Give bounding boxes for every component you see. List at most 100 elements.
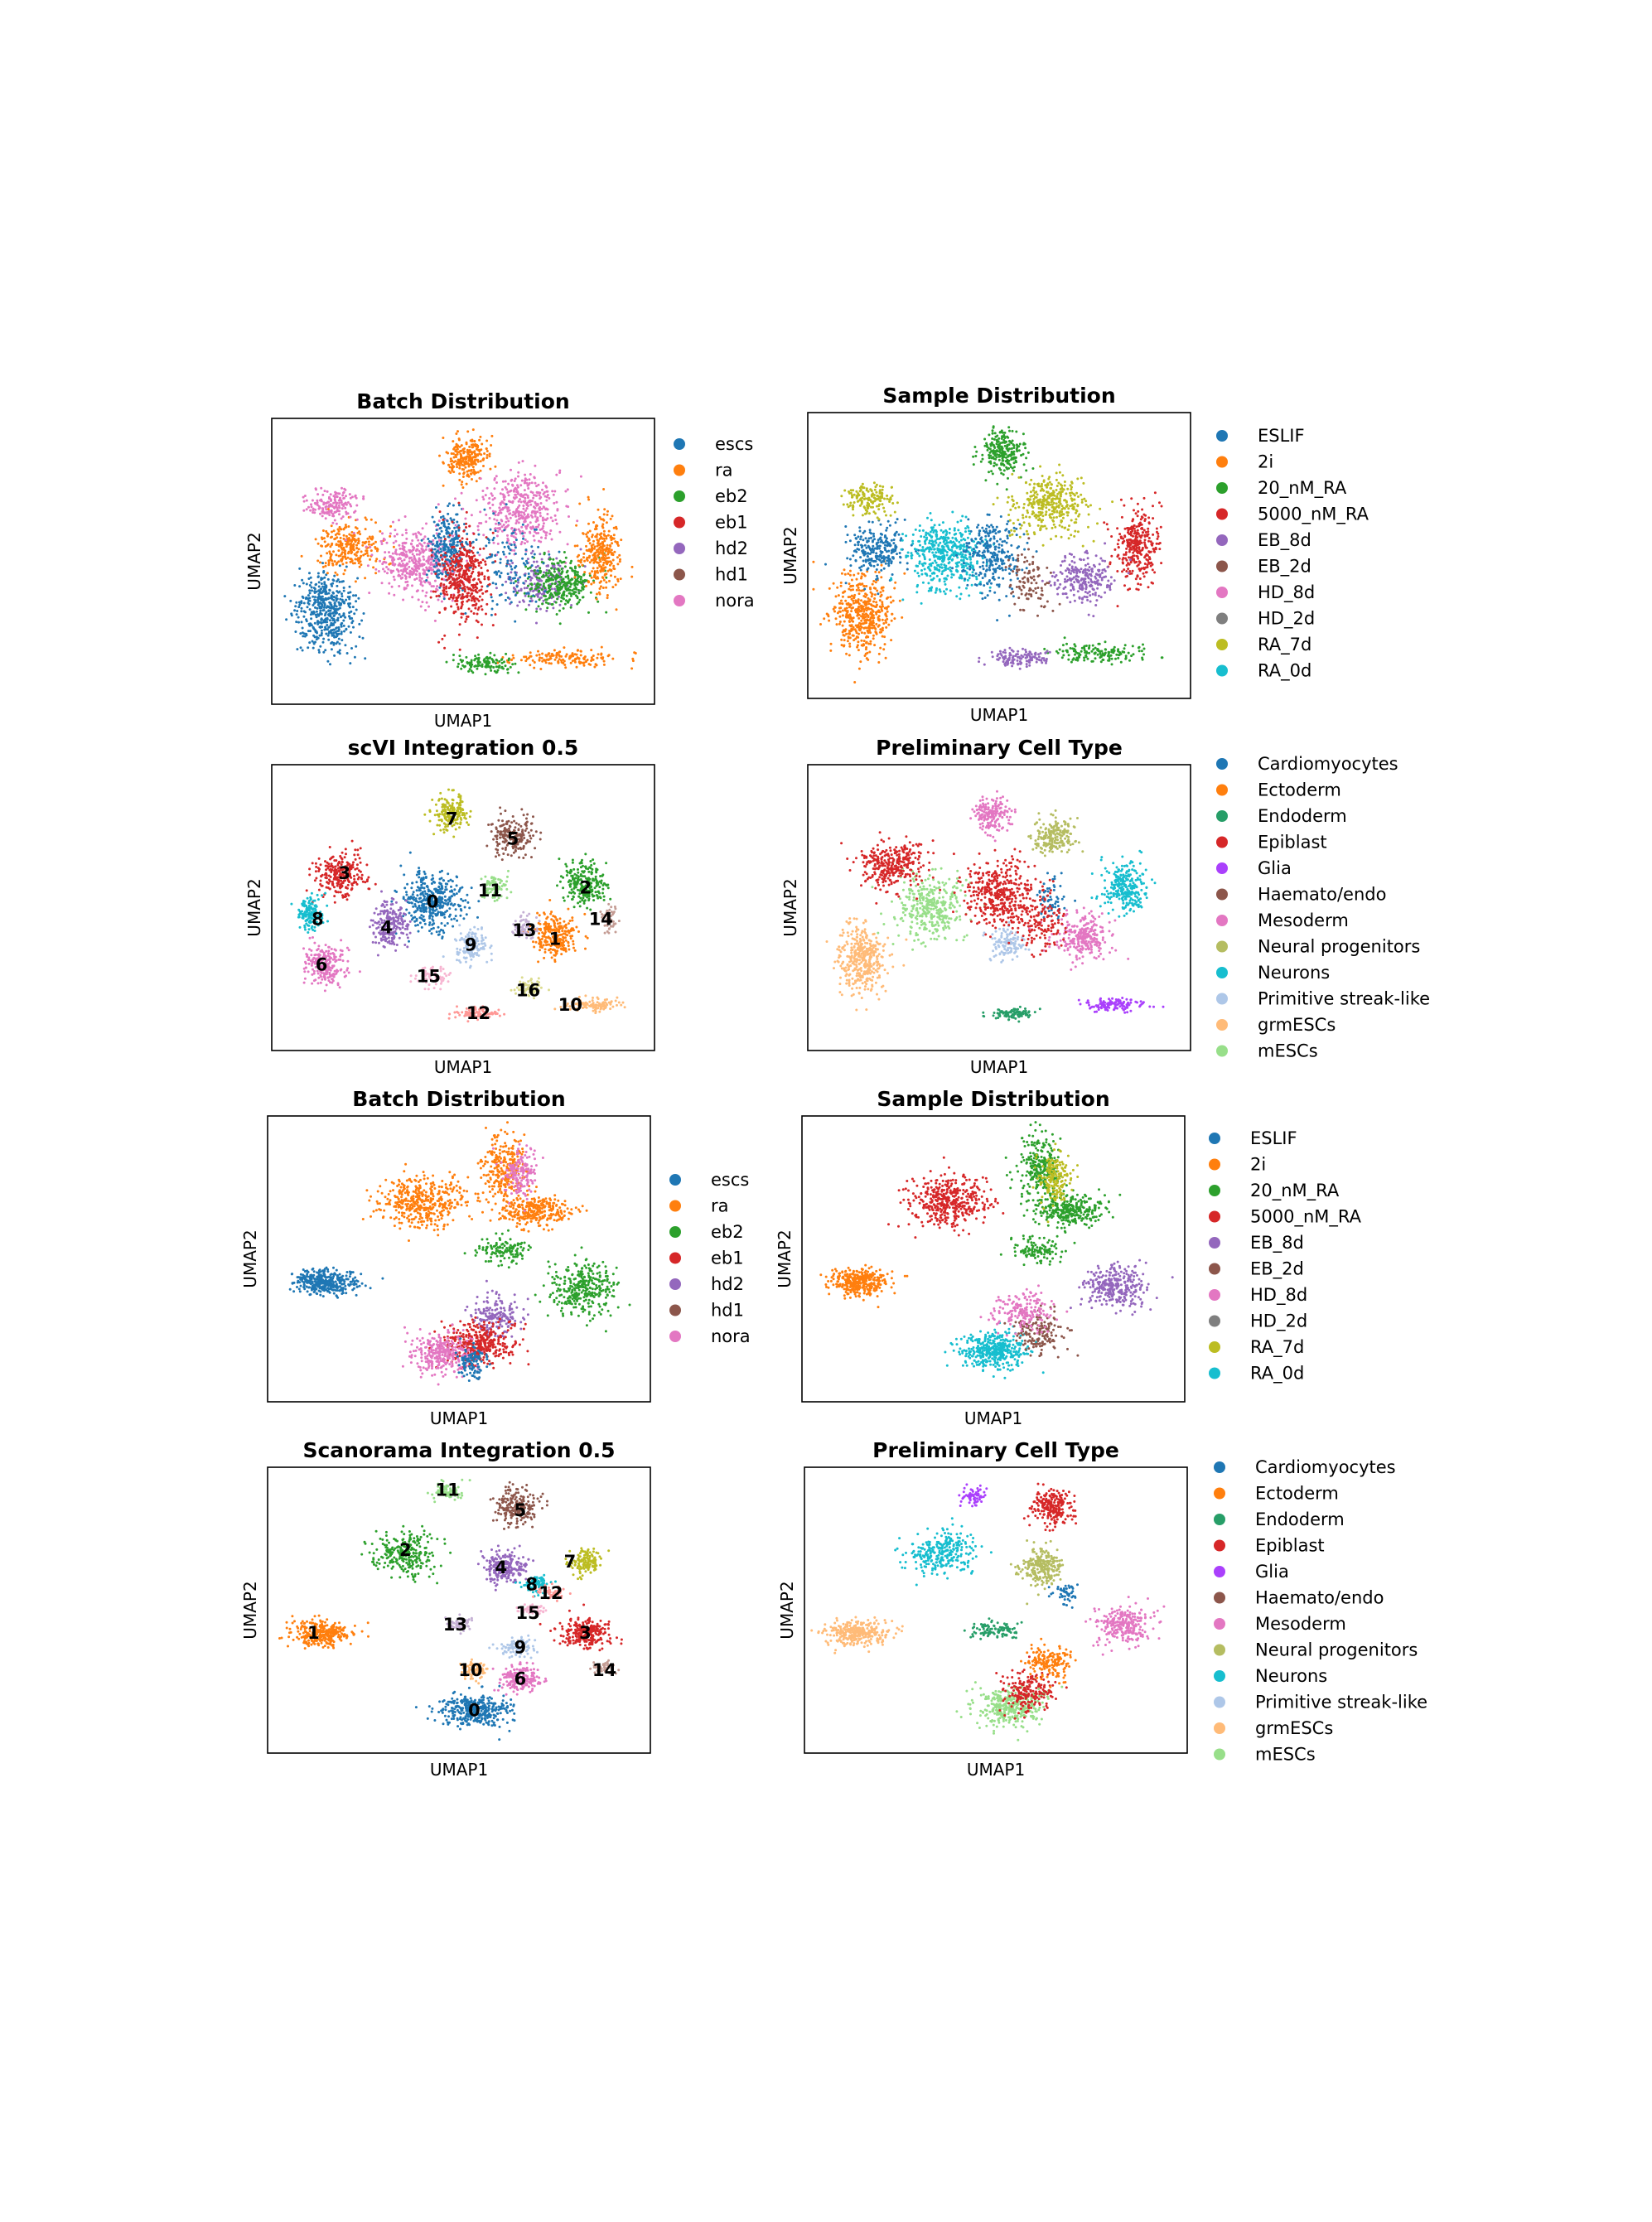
scatter-point — [484, 563, 487, 566]
scatter-point — [576, 571, 579, 574]
scatter-point — [508, 500, 510, 503]
scatter-point — [498, 659, 501, 663]
scatter-point — [460, 667, 463, 670]
scatter-point — [425, 568, 428, 572]
scatter-point — [326, 508, 330, 510]
scatter-point — [871, 621, 874, 624]
scatter-point — [857, 548, 861, 551]
scatter-point — [603, 508, 606, 511]
scatter-point — [850, 578, 853, 582]
scatter-point — [331, 521, 335, 524]
scatter-point — [561, 570, 564, 573]
scatter-point — [525, 481, 529, 485]
scatter-point — [312, 587, 316, 590]
scatter-point — [319, 595, 321, 598]
scatter-point — [391, 552, 394, 555]
scatter-point — [316, 542, 320, 545]
scatter-point — [931, 540, 935, 543]
scatter-point — [514, 510, 518, 514]
scatter-point — [848, 587, 851, 591]
scatter-point — [503, 660, 505, 664]
scatter-point — [405, 562, 408, 565]
scatter-point — [366, 554, 370, 558]
scatter-point — [463, 571, 466, 573]
scatter-point — [916, 572, 920, 575]
scatter-point — [562, 577, 565, 581]
scatter-point — [422, 568, 425, 572]
scatter-point — [606, 569, 610, 572]
scatter-point — [843, 634, 846, 637]
scatter-point — [842, 503, 845, 506]
scatter-point — [455, 529, 457, 533]
scatter-point — [405, 537, 408, 540]
scatter-point — [526, 494, 529, 497]
scatter-point — [514, 546, 517, 549]
scatter-point — [544, 537, 548, 539]
scatter-point — [556, 597, 559, 601]
scatter-point — [479, 548, 482, 551]
scatter-point — [959, 558, 963, 562]
scatter-point — [350, 558, 353, 561]
scatter-point — [585, 659, 588, 663]
scatter-point — [850, 629, 853, 632]
scatter-point — [415, 577, 418, 580]
scatter-point — [857, 602, 861, 606]
scatter-point — [332, 607, 336, 611]
scatter-point — [524, 563, 527, 567]
scatter-point — [329, 545, 332, 548]
scatter-point — [325, 632, 328, 635]
scatter-point — [408, 565, 411, 568]
scatter-point — [359, 533, 362, 536]
scatter-point — [846, 534, 849, 537]
scatter-point — [482, 534, 485, 537]
scatter-point — [867, 642, 871, 645]
scatter-point — [325, 591, 328, 594]
scatter-point — [410, 550, 413, 553]
scatter-point — [546, 513, 549, 515]
scatter-point — [308, 622, 312, 626]
scatter-point — [477, 653, 481, 656]
scatter-point — [331, 597, 334, 601]
scatter-point — [425, 601, 428, 604]
scatter-point — [851, 495, 853, 499]
scatter-point — [872, 510, 876, 514]
scatter-point — [323, 581, 326, 584]
scatter-point — [861, 496, 864, 500]
scatter-point — [878, 503, 881, 506]
scatter-point — [498, 506, 501, 510]
scatter-point — [858, 529, 862, 533]
scatter-point — [563, 646, 566, 650]
scatter-point — [927, 589, 930, 592]
scatter-point — [459, 450, 462, 452]
scatter-point — [472, 563, 476, 567]
scatter-point — [526, 567, 529, 570]
scatter-point — [401, 542, 404, 545]
scatter-point — [338, 564, 341, 568]
scatter-point — [322, 606, 326, 609]
scatter-point — [345, 525, 348, 529]
scatter-point — [452, 654, 455, 656]
scatter-point — [846, 602, 849, 606]
scatter-point — [867, 597, 870, 600]
scatter-point — [495, 475, 498, 478]
scatter-point — [886, 597, 888, 600]
scatter-point — [546, 606, 549, 610]
scatter-point — [423, 541, 426, 544]
scatter-point — [526, 484, 529, 487]
scatter-point — [511, 577, 514, 580]
scatter-point — [347, 604, 350, 607]
scatter-point — [838, 606, 841, 610]
scatter-point — [582, 657, 585, 660]
scatter-point — [307, 577, 311, 580]
scatter-point — [342, 587, 345, 589]
scatter-point — [574, 567, 577, 570]
scatter-point — [456, 430, 459, 433]
scatter-point — [565, 653, 568, 656]
scatter-point — [496, 542, 500, 545]
cluster-points-8 — [495, 548, 587, 625]
scatter-point — [460, 606, 463, 610]
scatter-point — [489, 555, 492, 558]
scatter-point — [524, 496, 527, 500]
scatter-point — [560, 561, 563, 564]
scatter-point — [543, 495, 547, 498]
